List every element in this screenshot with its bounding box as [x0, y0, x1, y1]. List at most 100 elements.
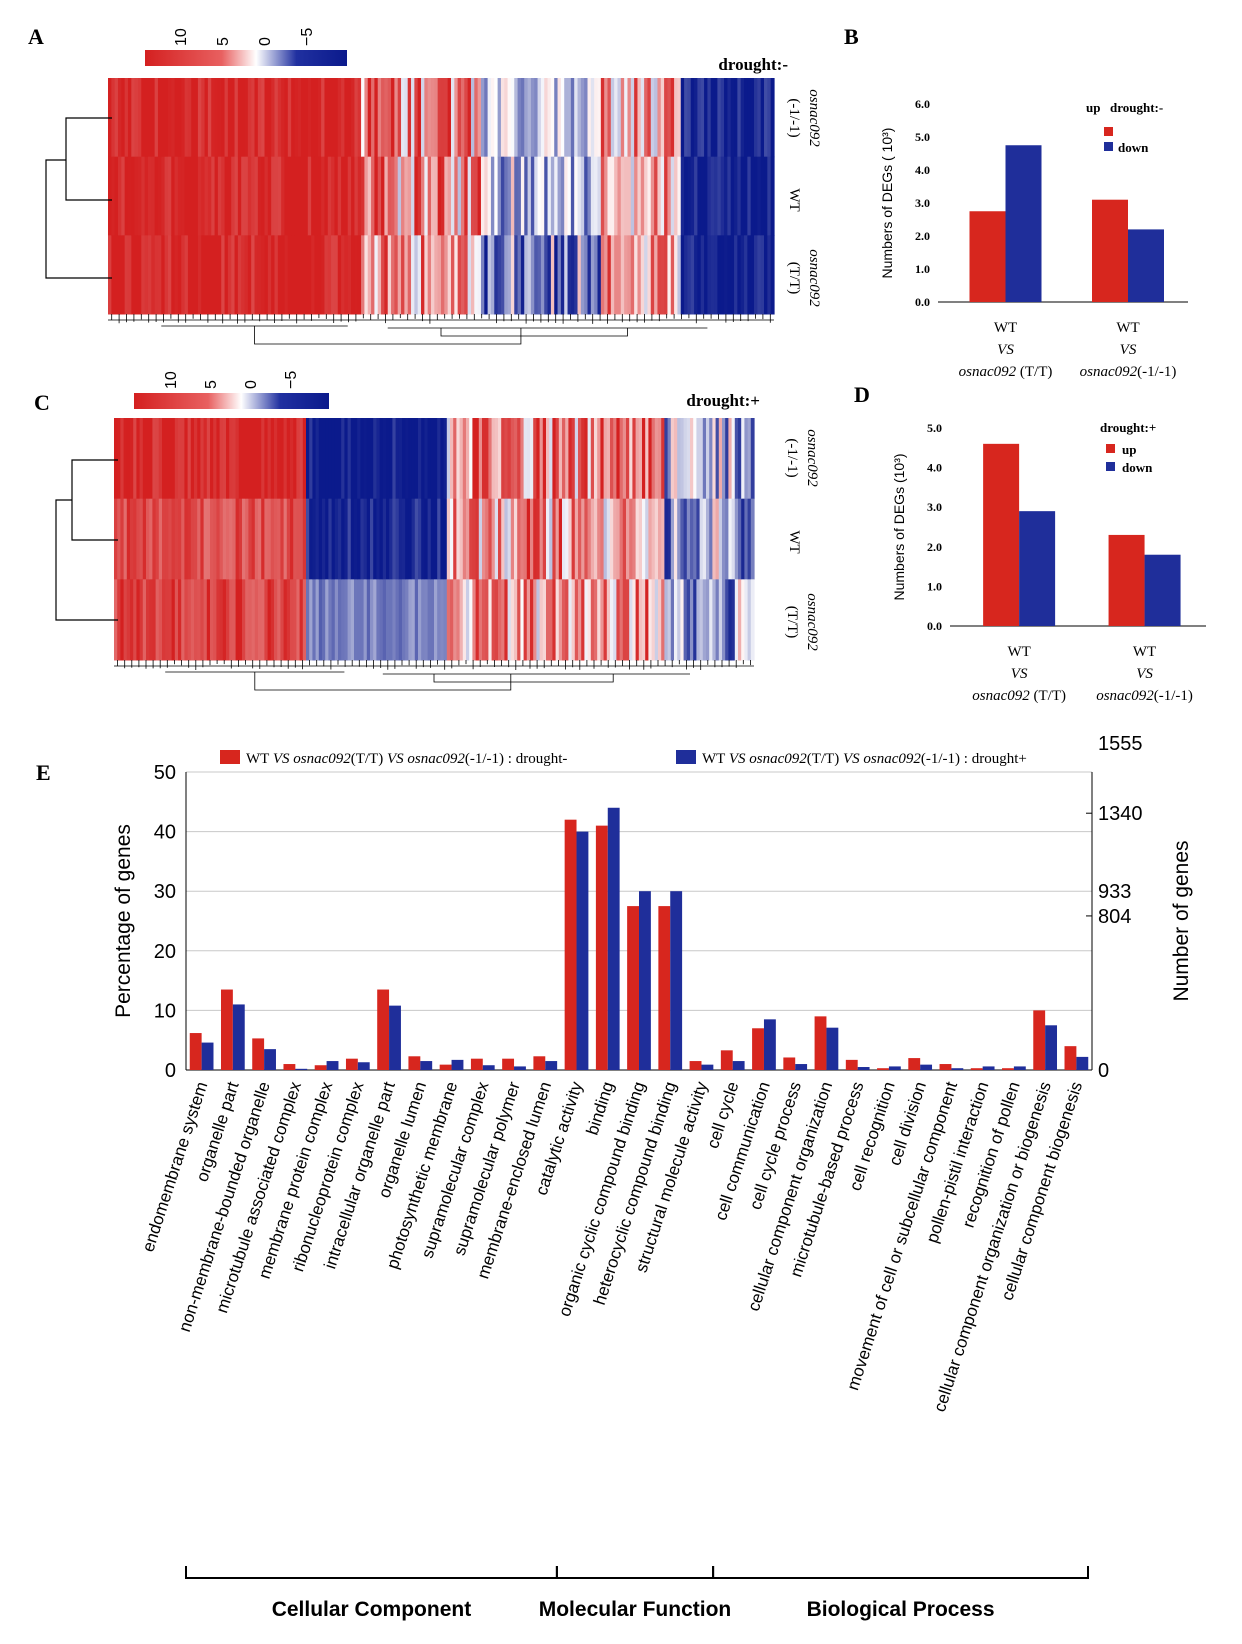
heatmap-cell — [728, 418, 733, 500]
heatmap-cell — [722, 418, 726, 500]
heatmap-cell — [530, 78, 535, 158]
heatmap-cell — [408, 498, 413, 580]
heatmap-cell — [290, 579, 294, 661]
bar-drought- — [595, 825, 608, 1070]
heatmap-cell — [321, 78, 326, 158]
heatmap-cell — [254, 78, 259, 158]
y-tick-label: 6.0 — [915, 97, 930, 111]
heatmap-cell — [453, 579, 457, 661]
heatmap-cell — [350, 498, 355, 580]
heatmap-cell — [301, 156, 306, 236]
heatmap-cell — [123, 498, 128, 580]
heatmap-cell — [395, 579, 400, 661]
heatmap-cell — [594, 498, 598, 580]
y-tick-label: 1.0 — [915, 262, 930, 276]
heatmap-cell — [363, 498, 368, 580]
heatmap-cell — [376, 418, 381, 500]
heatmap-cell — [677, 156, 682, 236]
heatmap-cell — [414, 418, 419, 500]
heatmap-cell — [328, 498, 333, 580]
heatmap-cell — [437, 78, 442, 158]
heatmap-cell — [154, 156, 159, 236]
heatmap-cell — [570, 78, 575, 158]
heatmap-cell — [667, 235, 672, 315]
heatmap-cell — [389, 579, 393, 661]
heatmap-cell — [251, 498, 256, 580]
heatmap-cell — [577, 235, 582, 315]
heatmap-cell — [568, 498, 573, 580]
bar-drought+ — [763, 1019, 776, 1070]
heatmap-cell — [443, 579, 448, 661]
heatmap-cell — [587, 235, 592, 315]
heatmap-cell — [594, 156, 599, 236]
heatmap-cell — [616, 418, 621, 500]
heatmap-cell — [203, 579, 208, 661]
heatmap-a-row-labels: osnac092 (-1/-1) WT osnac092 (T/T) — [786, 89, 822, 307]
heatmap-cell — [647, 235, 652, 315]
heatmap-cell — [574, 579, 579, 661]
heatmap-cell — [565, 579, 569, 661]
heatmap-cell — [261, 78, 266, 158]
heatmap-cell — [424, 78, 429, 158]
heatmap-cell — [590, 579, 595, 661]
heatmap-cell — [600, 156, 605, 236]
heatmap-cell — [750, 579, 755, 661]
heatmap-cell — [454, 235, 459, 315]
heatmap-cell — [144, 156, 149, 236]
heatmap-cell — [181, 579, 185, 661]
heatmap-cell — [537, 156, 542, 236]
heatmap-cell — [307, 156, 312, 236]
heatmap-cell — [204, 156, 209, 236]
heatmap-cell — [164, 78, 169, 158]
heatmap-cell — [361, 156, 366, 236]
heatmap-cell — [744, 78, 748, 158]
heatmap-cell — [717, 156, 722, 236]
heatmap-cell — [197, 156, 202, 236]
column-dendrogram-branches — [114, 660, 754, 691]
heatmap-cell — [730, 156, 735, 236]
bar-drought+ — [826, 1027, 839, 1070]
bar-drought- — [752, 1028, 764, 1070]
heatmap-cell — [427, 418, 432, 500]
heatmap-cell — [108, 235, 112, 315]
heatmap-cell — [647, 78, 652, 158]
heatmap-cell — [314, 156, 319, 236]
heatmap-cell — [613, 498, 617, 580]
heatmap-cell — [630, 235, 635, 315]
heatmap-cell — [680, 235, 685, 315]
panel-label-b: B — [844, 24, 859, 49]
heatmap-cell — [527, 235, 532, 315]
heatmap-cell — [710, 156, 715, 236]
heatmap-cell — [507, 579, 512, 661]
heatmap-cell — [734, 498, 739, 580]
heatmap-cell — [245, 418, 249, 500]
heatmap-cell — [197, 579, 201, 661]
panel-label-c: C — [34, 390, 50, 415]
heatmap-cell — [398, 498, 403, 580]
heatmap-cell — [578, 579, 582, 661]
heatmap-cell — [747, 498, 752, 580]
row-label-name: osnac092 — [804, 593, 820, 651]
heatmap-cell — [717, 78, 722, 158]
heatmap-cell — [214, 156, 219, 236]
legend-swatch — [1104, 127, 1113, 136]
bar-drought+ — [982, 1066, 995, 1070]
heatmap-cell — [171, 418, 176, 500]
heatmap-cell — [484, 156, 489, 236]
heatmap-cell — [174, 498, 179, 580]
heatmap-cell — [658, 579, 662, 661]
heatmap-cell — [604, 156, 609, 236]
heatmap-cell — [661, 498, 665, 580]
heatmap-cell — [191, 235, 196, 315]
heatmap-cell — [520, 235, 525, 315]
heatmap-cell — [411, 498, 416, 580]
heatmap-cell — [248, 498, 253, 580]
heatmap-c-cells — [114, 418, 755, 661]
heatmap-cell — [331, 579, 336, 661]
heatmap-cell — [750, 78, 755, 158]
heatmap-cell — [187, 78, 192, 158]
heatmap-cell — [158, 498, 163, 580]
heatmap-cell — [157, 156, 162, 236]
y-tick-label: 3.0 — [915, 196, 930, 210]
category-label-line2: VS — [1136, 666, 1153, 682]
